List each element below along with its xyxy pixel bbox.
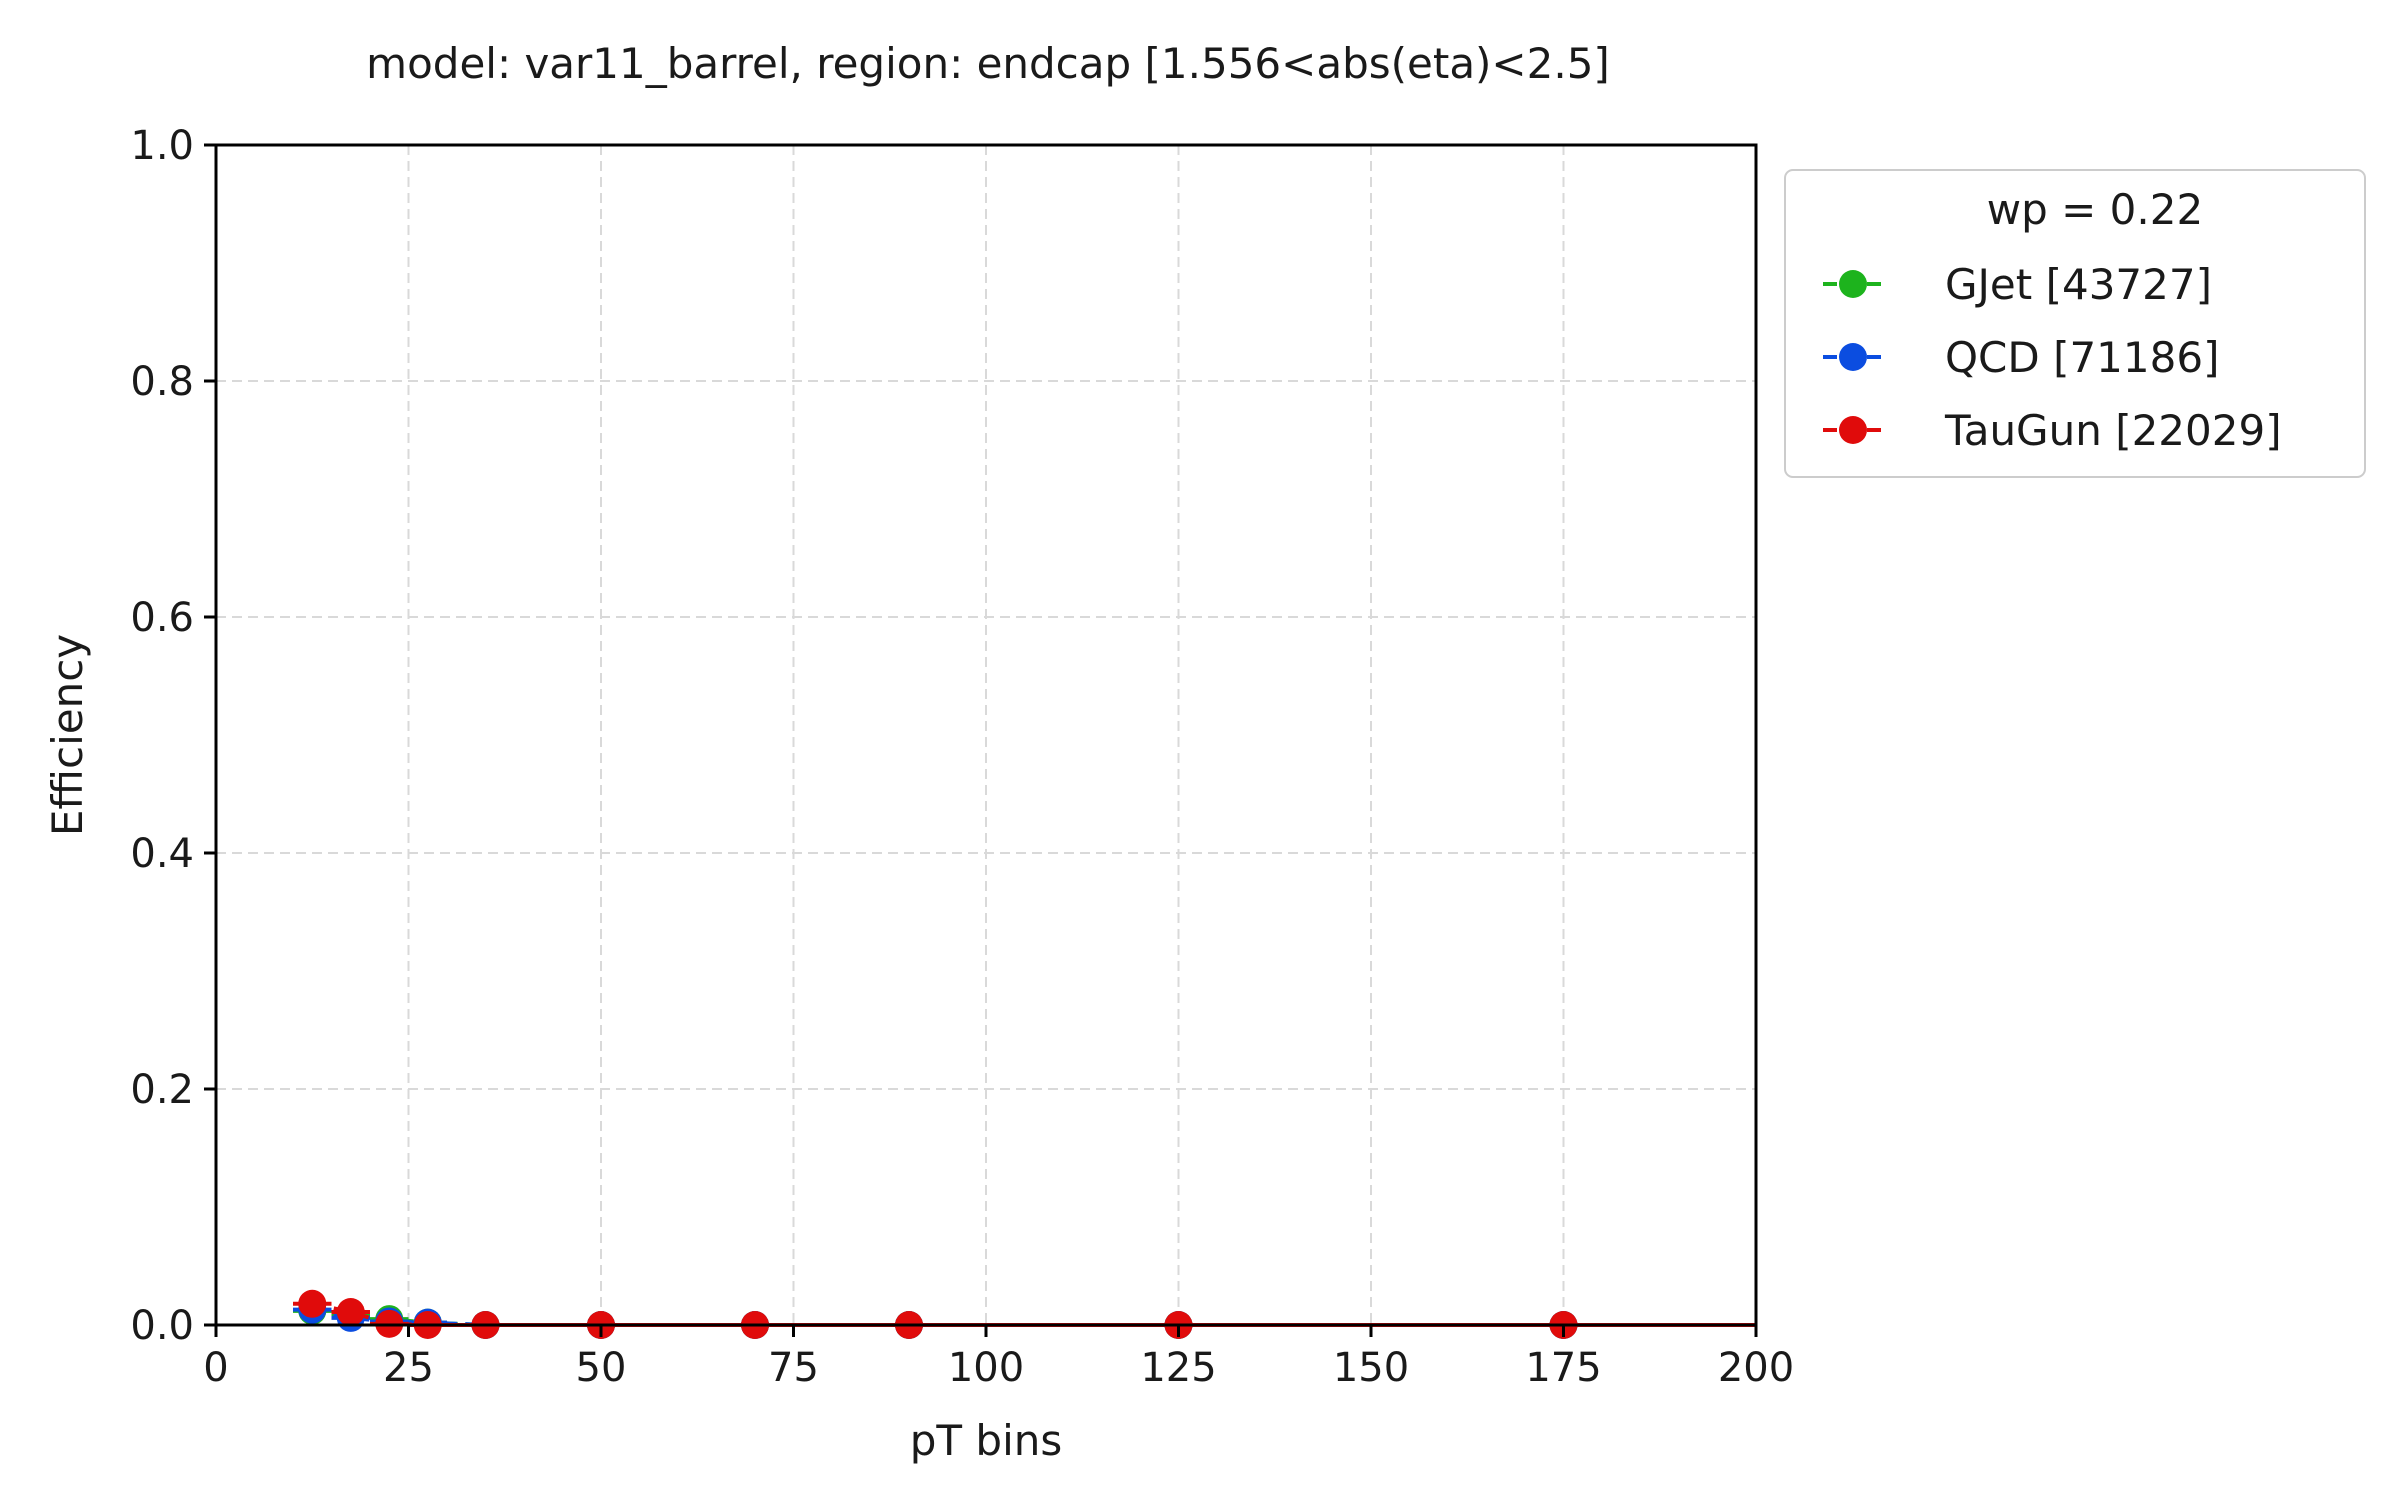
y-axis-title: Efficiency xyxy=(43,634,92,836)
y-tick-label: 0.4 xyxy=(130,831,194,877)
x-tick-label: 0 xyxy=(203,1345,228,1391)
y-tick-label: 0.0 xyxy=(130,1303,194,1349)
legend-entry: QCD [71186] xyxy=(1823,333,2219,382)
legend-entry: TauGun [22029] xyxy=(1823,406,2282,455)
x-axis-title: pT bins xyxy=(910,1416,1063,1465)
legend: wp = 0.22 GJet [43727] QCD [71186] TauGun … xyxy=(1784,169,2366,478)
x-tick-label: 200 xyxy=(1718,1345,1794,1391)
x-tick-label: 25 xyxy=(383,1345,434,1391)
x-tick-label: 50 xyxy=(576,1345,627,1391)
y-tick-label: 0.2 xyxy=(130,1067,194,1113)
legend-entry: GJet [43727] xyxy=(1823,260,2212,309)
x-tick-label: 100 xyxy=(948,1345,1024,1391)
data-point xyxy=(298,1289,327,1318)
x-tick-label: 125 xyxy=(1140,1345,1216,1391)
legend-marker xyxy=(1839,416,1867,444)
x-tick-label: 75 xyxy=(768,1345,819,1391)
x-tick-label: 175 xyxy=(1525,1345,1601,1391)
x-tick-label: 150 xyxy=(1333,1345,1409,1391)
data-point xyxy=(336,1298,365,1327)
legend-label: QCD [71186] xyxy=(1945,333,2219,382)
legend-box xyxy=(1784,169,2366,478)
axis-ticks: 0 25 50 75 100 125 150 175 200 0.0 0.2 0.4 0.6 0.8 1.0 xyxy=(130,123,1794,1391)
grid xyxy=(215,144,1757,1326)
y-tick-label: 1.0 xyxy=(130,123,194,169)
legend-marker xyxy=(1839,343,1867,371)
y-tick-label: 0.8 xyxy=(130,359,194,405)
legend-entries: GJet [43727] QCD [71186] TauGun [22029] xyxy=(1823,260,2282,455)
legend-label: GJet [43727] xyxy=(1945,260,2212,309)
y-tick-label: 0.6 xyxy=(130,595,194,641)
legend-title: wp = 0.22 xyxy=(1987,185,2203,234)
chart-title: model: var11_barrel, region: endcap [1.5… xyxy=(366,39,1610,88)
legend-marker xyxy=(1839,270,1867,298)
legend-label: TauGun [22029] xyxy=(1944,406,2282,455)
